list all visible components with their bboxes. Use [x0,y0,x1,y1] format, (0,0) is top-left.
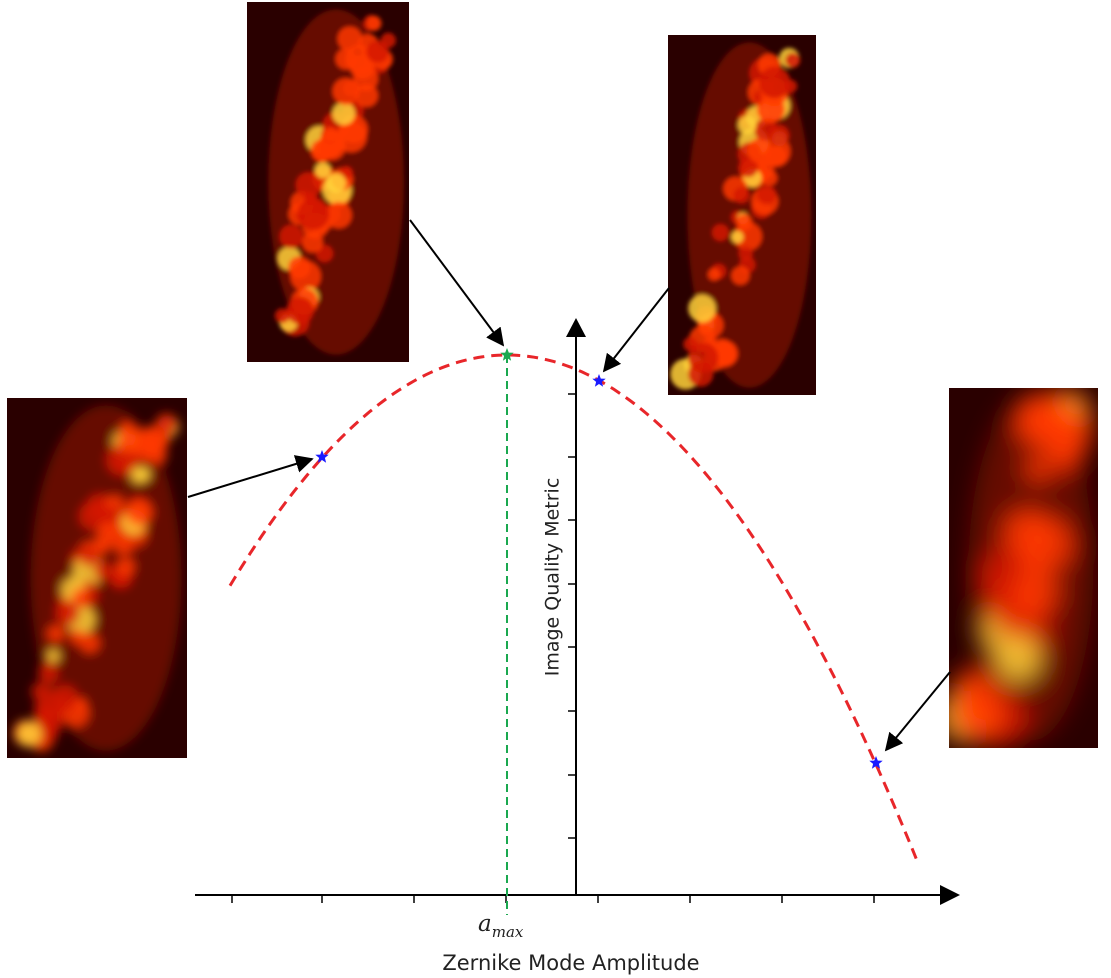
y-axis-ticks [568,393,576,839]
axes [195,318,960,905]
markers [315,348,883,769]
y-axis-label: Image Quality Metric [542,478,564,677]
marker-right-near-star-icon [592,374,606,387]
marker-right-far-star-icon [869,756,883,769]
y-axis-arrow-icon [566,318,586,337]
arrow-far-right [884,671,951,752]
x-axis-label: Zernike Mode Amplitude [442,951,699,975]
thumbnail-top [247,2,409,362]
peak-amplitude-label-main: a [478,911,492,937]
quality-curve [228,353,920,864]
thumbnail-top-right [668,35,816,395]
thumbnail-far-left [7,398,187,758]
peak-amplitude-label-sub: max [492,923,524,941]
x-axis-arrow-icon [940,885,960,905]
marker-peak-star-icon [500,348,514,361]
x-axis-ticks [231,895,875,903]
marker-left-star-icon [315,450,329,463]
arrow-top-right [602,287,670,373]
arrow-far-left [187,455,314,498]
peak-amplitude-label: amax [478,911,524,941]
pointer-arrows [187,219,951,752]
thumbnails [7,2,1098,758]
arrow-top [409,219,505,347]
thumbnail-far-right [949,388,1098,748]
